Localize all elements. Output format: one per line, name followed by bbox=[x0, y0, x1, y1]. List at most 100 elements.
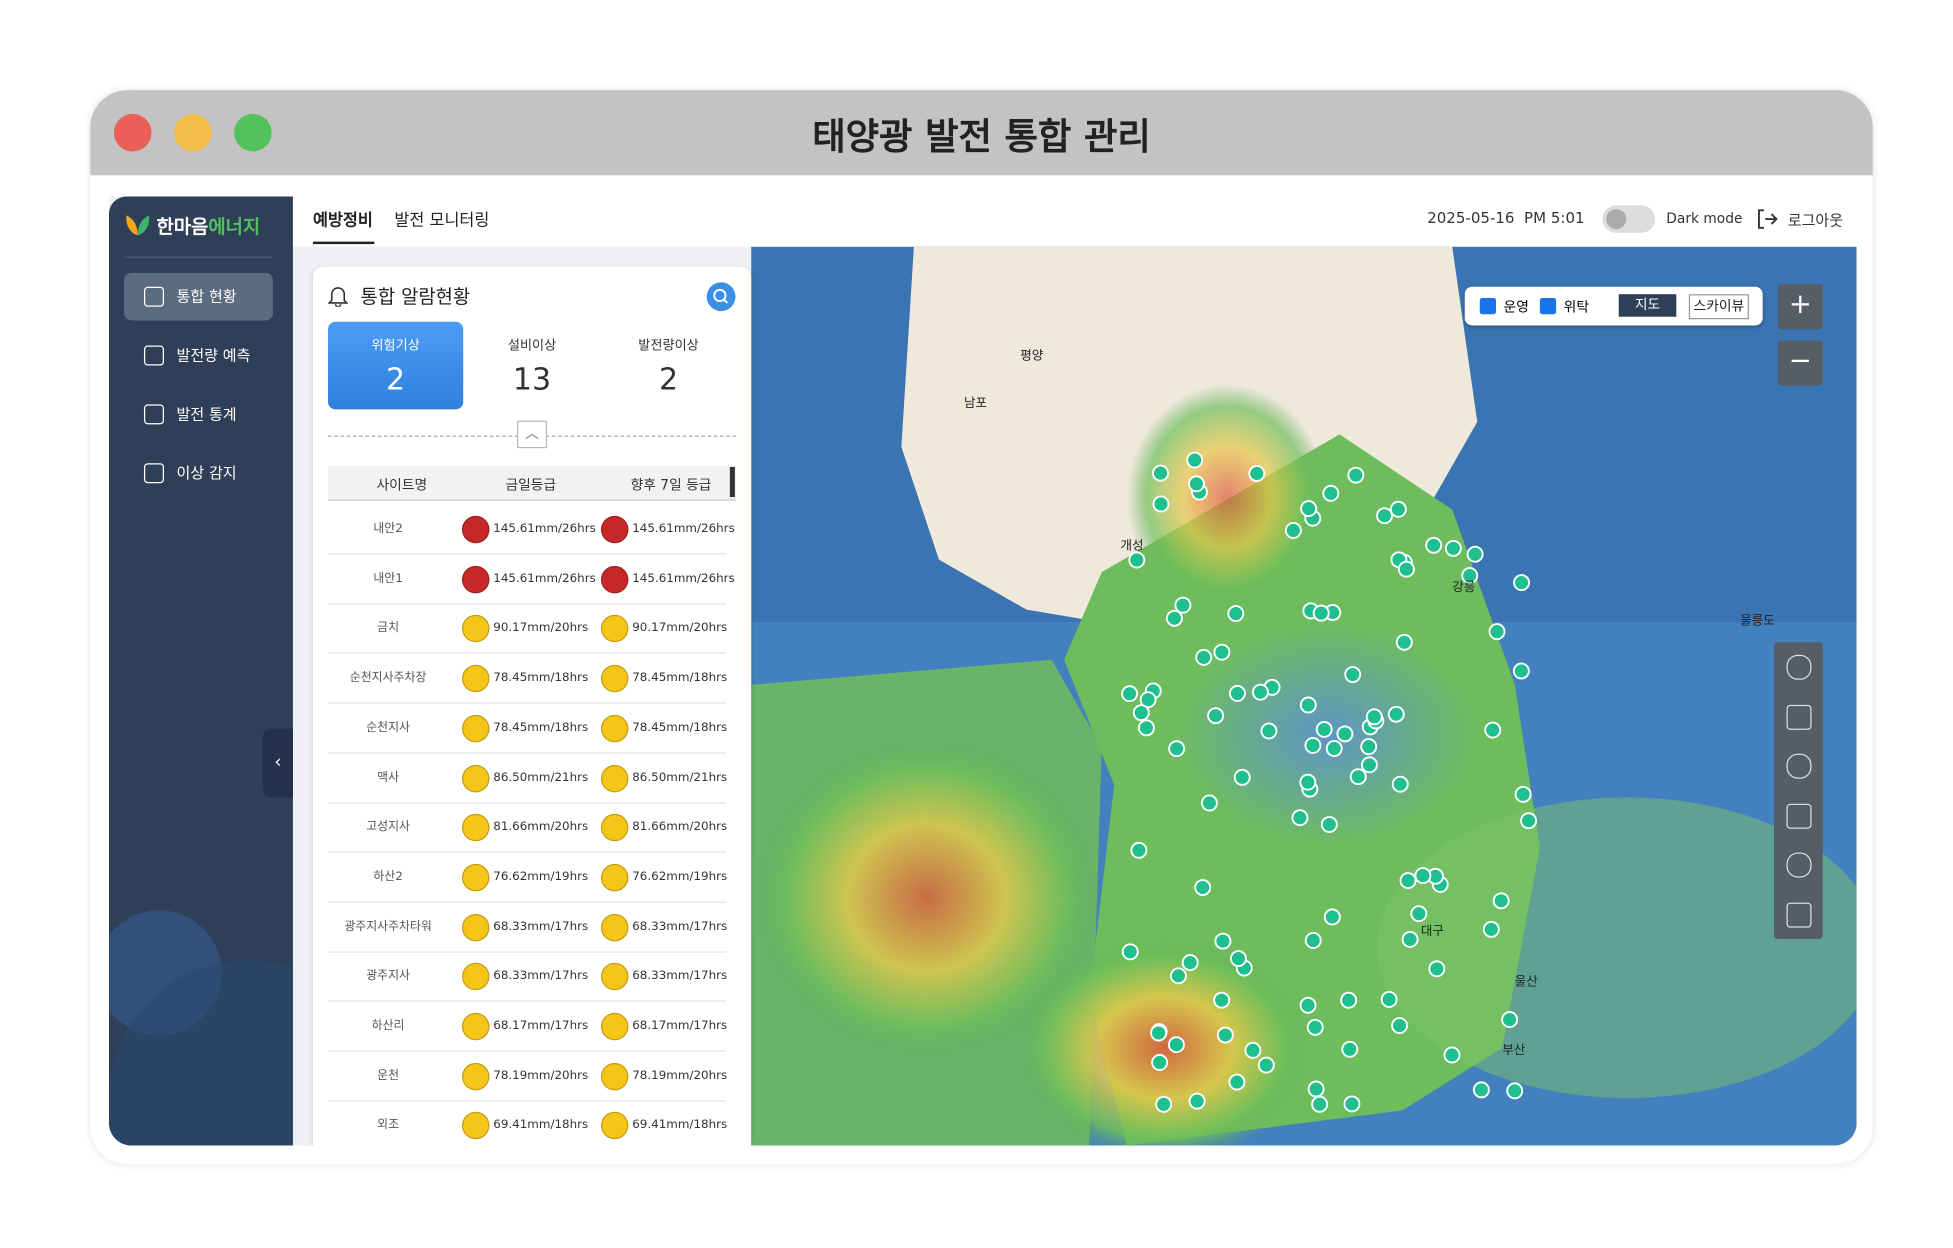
site-marker[interactable] bbox=[1300, 500, 1318, 518]
table-row[interactable]: 내안2 145.61mm/26hrs 145.61mm/26hrs bbox=[328, 505, 735, 555]
site-marker[interactable] bbox=[1520, 812, 1538, 830]
maximize-button[interactable] bbox=[234, 113, 272, 152]
site-marker[interactable] bbox=[1248, 465, 1266, 482]
site-marker[interactable] bbox=[1251, 683, 1269, 701]
table-row[interactable]: 외조 69.41mm/18hrs 69.41mm/18hrs bbox=[328, 1101, 727, 1146]
site-marker[interactable] bbox=[1488, 623, 1506, 641]
site-marker[interactable] bbox=[1304, 932, 1322, 949]
site-marker[interactable] bbox=[1228, 684, 1246, 702]
table-row[interactable]: 내안1 145.61mm/26hrs 145.61mm/26hrs bbox=[328, 554, 735, 605]
tab[interactable]: 발전 모니터링 bbox=[394, 211, 490, 231]
nav-item[interactable]: 발전량 예측 bbox=[124, 332, 273, 380]
map-tool[interactable] bbox=[1786, 852, 1812, 878]
site-marker[interactable] bbox=[1151, 1053, 1169, 1071]
tab-active[interactable]: 예방정비 bbox=[312, 211, 373, 231]
site-marker[interactable] bbox=[1152, 464, 1169, 482]
site-marker[interactable] bbox=[1291, 809, 1309, 827]
site-marker[interactable] bbox=[1472, 1081, 1490, 1099]
site-marker[interactable] bbox=[1214, 932, 1232, 950]
site-marker[interactable] bbox=[1506, 1082, 1524, 1100]
table-row[interactable]: 고성지사 81.66mm/20hrs 81.66mm/20hrs bbox=[328, 803, 727, 853]
site-marker[interactable] bbox=[1213, 991, 1231, 1009]
site-marker[interactable] bbox=[1428, 960, 1446, 978]
site-marker[interactable] bbox=[1306, 1018, 1324, 1036]
table-row[interactable]: 순천지사주차장 78.45mm/18hrs 78.45mm/18hrs bbox=[328, 654, 727, 704]
dark-mode-toggle[interactable] bbox=[1602, 205, 1656, 233]
site-marker[interactable] bbox=[1168, 740, 1186, 758]
nav-item[interactable]: 통합 현황 bbox=[123, 272, 273, 321]
nav-item[interactable]: 발전 통계 bbox=[124, 391, 273, 439]
site-marker[interactable] bbox=[1150, 1024, 1168, 1042]
site-marker[interactable] bbox=[1395, 633, 1413, 651]
site-marker[interactable] bbox=[1376, 507, 1393, 525]
site-marker[interactable] bbox=[1360, 738, 1378, 756]
site-marker[interactable] bbox=[1311, 1095, 1329, 1113]
site-marker[interactable] bbox=[1165, 609, 1183, 627]
site-marker[interactable] bbox=[1128, 551, 1146, 569]
view-button[interactable]: 스카이뷰 bbox=[1688, 294, 1749, 320]
site-marker[interactable] bbox=[1299, 696, 1317, 714]
site-marker[interactable] bbox=[1410, 905, 1428, 923]
site-marker[interactable] bbox=[1320, 816, 1338, 833]
summary-card[interactable]: 발전량이상 2 bbox=[601, 322, 736, 410]
site-marker[interactable] bbox=[1155, 1095, 1173, 1113]
site-marker[interactable] bbox=[1322, 484, 1340, 502]
site-marker[interactable] bbox=[1466, 545, 1484, 563]
site-marker[interactable] bbox=[1389, 500, 1407, 518]
site-marker[interactable] bbox=[1181, 954, 1199, 972]
site-marker[interactable] bbox=[1349, 768, 1367, 786]
logout[interactable]: 로그아웃 bbox=[1787, 211, 1844, 230]
site-marker[interactable] bbox=[1152, 495, 1170, 513]
site-marker[interactable] bbox=[1186, 451, 1204, 469]
site-marker[interactable] bbox=[1340, 991, 1358, 1009]
site-marker[interactable] bbox=[1167, 1036, 1185, 1054]
site-marker[interactable] bbox=[1513, 574, 1531, 592]
site-marker[interactable] bbox=[1216, 1026, 1234, 1044]
site-marker[interactable] bbox=[1228, 1073, 1246, 1091]
site-marker[interactable] bbox=[1365, 708, 1383, 726]
site-marker[interactable] bbox=[1414, 867, 1432, 885]
logout-icon[interactable] bbox=[1755, 208, 1778, 231]
site-marker[interactable] bbox=[1207, 707, 1225, 725]
site-marker[interactable] bbox=[1514, 785, 1532, 803]
site-marker[interactable] bbox=[1399, 872, 1417, 890]
site-marker[interactable] bbox=[1347, 466, 1365, 484]
site-marker[interactable] bbox=[1139, 691, 1157, 709]
site-marker[interactable] bbox=[1257, 1056, 1275, 1074]
site-marker[interactable] bbox=[1227, 605, 1245, 622]
site-marker[interactable] bbox=[1482, 920, 1500, 938]
site-marker[interactable] bbox=[1174, 596, 1192, 614]
nav-item[interactable]: 이상 감지 bbox=[124, 449, 273, 497]
checkbox[interactable] bbox=[1479, 297, 1497, 315]
site-marker[interactable] bbox=[1341, 1040, 1359, 1058]
zoom-out[interactable]: − bbox=[1777, 340, 1823, 386]
summary-card[interactable]: 설비이상 13 bbox=[464, 322, 599, 410]
site-marker[interactable] bbox=[1325, 740, 1343, 757]
minimize-button[interactable] bbox=[174, 113, 212, 152]
site-marker[interactable] bbox=[1323, 908, 1341, 926]
site-marker[interactable] bbox=[1213, 643, 1231, 661]
site-marker[interactable] bbox=[1121, 943, 1139, 961]
summary-card[interactable]: 위험기상 2 bbox=[328, 321, 464, 410]
table-row[interactable]: 하산리 68.17mm/17hrs 68.17mm/17hrs bbox=[328, 1002, 727, 1052]
zoom-in[interactable]: + bbox=[1777, 284, 1823, 330]
table-row[interactable]: 순천지사 78.45mm/18hrs 78.45mm/18hrs bbox=[328, 703, 727, 754]
site-marker[interactable] bbox=[1425, 536, 1443, 554]
site-marker[interactable] bbox=[1299, 996, 1317, 1014]
site-marker[interactable] bbox=[1130, 841, 1148, 859]
site-marker[interactable] bbox=[1200, 794, 1218, 812]
site-marker[interactable] bbox=[1344, 666, 1362, 683]
table-row[interactable]: 운천 78.19mm/20hrs 78.19mm/20hrs bbox=[328, 1051, 727, 1102]
map-tool[interactable] bbox=[1786, 902, 1812, 928]
map-tool[interactable] bbox=[1786, 803, 1812, 829]
site-marker[interactable] bbox=[1121, 685, 1139, 703]
scrollbar[interactable] bbox=[729, 466, 735, 498]
site-marker[interactable] bbox=[1484, 721, 1502, 739]
collapse-summary[interactable]: ︿ bbox=[517, 420, 548, 449]
site-marker[interactable] bbox=[1169, 967, 1187, 985]
map-tool[interactable] bbox=[1786, 753, 1812, 779]
table-row[interactable]: 금치 90.17mm/20hrs 90.17mm/20hrs bbox=[328, 604, 727, 654]
table-row[interactable]: 광주지사 68.33mm/17hrs 68.33mm/17hrs bbox=[328, 952, 727, 1002]
table-row[interactable]: 하산2 76.62mm/19hrs 76.62mm/19hrs bbox=[328, 852, 727, 903]
table-row[interactable]: 광주지사주차타워 68.33mm/17hrs 68.33mm/17hrs bbox=[328, 902, 727, 953]
